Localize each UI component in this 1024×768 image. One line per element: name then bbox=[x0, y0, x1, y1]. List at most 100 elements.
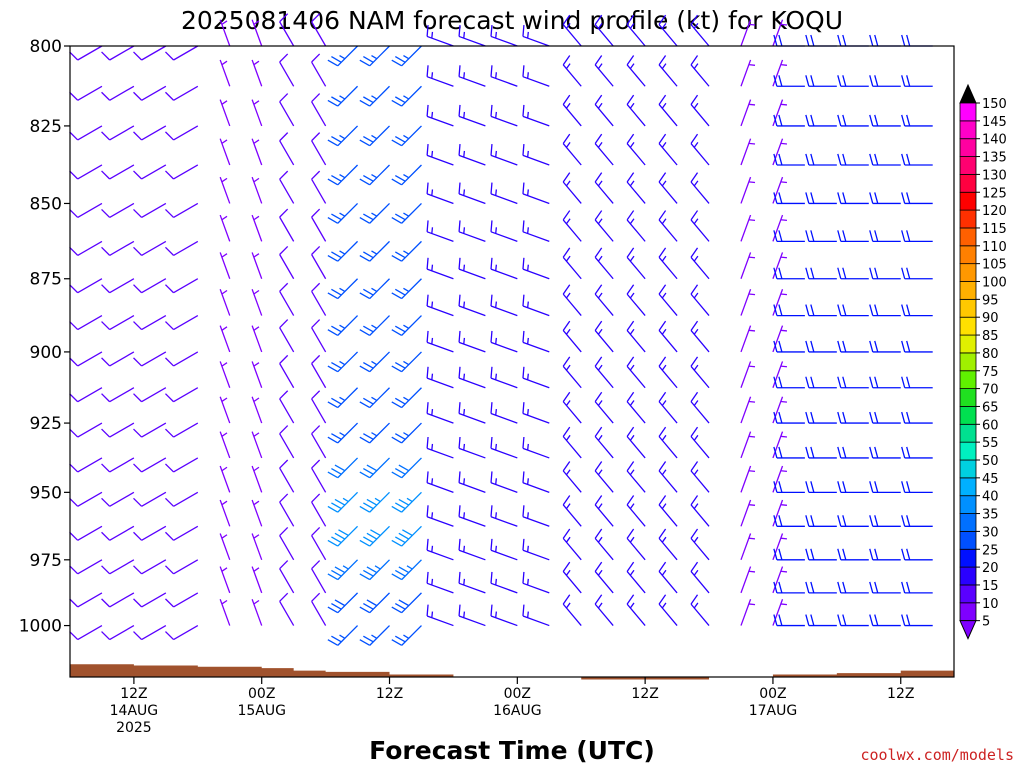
wind-barb bbox=[522, 505, 550, 527]
wind-barb bbox=[658, 561, 678, 594]
wind-barb bbox=[359, 202, 390, 224]
chart-title: 2025081406 NAM forecast wind profile (kt… bbox=[181, 6, 843, 35]
wind-barb bbox=[869, 481, 901, 493]
wind-barb bbox=[219, 465, 231, 493]
wind-barb bbox=[773, 376, 805, 389]
colorbar-swatch bbox=[959, 209, 977, 229]
wind-barb bbox=[594, 320, 614, 353]
wind-barb bbox=[522, 220, 550, 242]
wind-barb bbox=[772, 252, 788, 279]
colorbar-swatch bbox=[959, 566, 977, 586]
wind-barb bbox=[426, 104, 454, 127]
wind-barb bbox=[69, 592, 103, 608]
wind-barb bbox=[562, 426, 582, 459]
wind-barb bbox=[251, 361, 263, 388]
wind-barb bbox=[773, 446, 805, 459]
wind-barb bbox=[165, 457, 199, 473]
wind-barb bbox=[594, 594, 614, 626]
wind-barb bbox=[133, 592, 167, 608]
wind-barb bbox=[311, 425, 327, 459]
wind-barb bbox=[69, 315, 103, 331]
wind-barb bbox=[869, 230, 901, 243]
wind-barb bbox=[359, 164, 390, 186]
wind-barb bbox=[837, 446, 869, 459]
wind-barb bbox=[869, 376, 901, 389]
wind-barb bbox=[279, 425, 295, 459]
wind-barb bbox=[562, 94, 582, 127]
x-tick-label: 2025 bbox=[116, 720, 152, 736]
wind-barb bbox=[522, 294, 550, 317]
colorbar-label: 25 bbox=[982, 543, 999, 558]
wind-barb bbox=[426, 604, 454, 627]
wind-barb bbox=[658, 133, 678, 166]
credit-link[interactable]: coolwx.com/models bbox=[860, 746, 1014, 764]
wind-barb bbox=[594, 14, 614, 47]
wind-barb bbox=[165, 125, 199, 141]
wind-barb bbox=[869, 267, 901, 280]
wind-barb bbox=[805, 515, 837, 527]
wind-barb bbox=[869, 75, 901, 87]
wind-barb bbox=[522, 366, 550, 389]
wind-barb bbox=[101, 164, 135, 180]
wind-barb bbox=[219, 59, 231, 87]
wind-barb bbox=[658, 528, 678, 561]
wind-barb bbox=[658, 461, 678, 493]
wind-barb bbox=[311, 592, 327, 626]
wind-barb bbox=[490, 257, 518, 280]
wind-barb bbox=[391, 278, 422, 300]
wind-barb bbox=[490, 104, 518, 127]
wind-barb bbox=[359, 351, 390, 373]
wind-barb bbox=[251, 19, 263, 47]
colorbar-label: 130 bbox=[982, 168, 1007, 183]
wind-barb bbox=[391, 351, 422, 373]
colorbar-swatch bbox=[959, 548, 977, 568]
wind-barb bbox=[251, 289, 263, 316]
wind-barb bbox=[133, 85, 167, 101]
wind-barb bbox=[837, 411, 869, 424]
wind-barb bbox=[522, 257, 550, 280]
wind-barb bbox=[626, 561, 646, 594]
wind-barb bbox=[311, 53, 327, 87]
wind-barb bbox=[69, 457, 103, 473]
wind-barb bbox=[426, 294, 454, 317]
wind-barb bbox=[69, 625, 103, 641]
wind-barb bbox=[805, 481, 837, 493]
wind-barb bbox=[690, 561, 710, 594]
wind-barb bbox=[773, 614, 805, 627]
wind-barb bbox=[219, 533, 231, 561]
wind-barb bbox=[101, 202, 135, 219]
wind-barb bbox=[773, 153, 805, 166]
wind-barb bbox=[772, 396, 788, 424]
wind-barb bbox=[219, 361, 231, 388]
wind-barb bbox=[869, 34, 901, 47]
wind-barb bbox=[690, 495, 710, 527]
wind-barb bbox=[773, 230, 805, 243]
wind-barb bbox=[740, 533, 756, 561]
x-tick-label: 12Z bbox=[887, 686, 914, 702]
wind-barb bbox=[251, 325, 263, 353]
wind-barb bbox=[658, 94, 678, 127]
wind-barb bbox=[165, 164, 199, 180]
wind-barb bbox=[805, 340, 837, 353]
ground-area bbox=[70, 664, 954, 680]
y-tick-label: 825 bbox=[30, 117, 62, 137]
wind-barb bbox=[219, 138, 231, 166]
wind-barb bbox=[805, 153, 837, 166]
wind-barb bbox=[490, 25, 518, 47]
wind-barb bbox=[901, 340, 933, 353]
wind-barb bbox=[426, 471, 454, 493]
colorbar-label: 120 bbox=[982, 204, 1007, 219]
colorbar-label: 90 bbox=[982, 311, 999, 326]
wind-barb bbox=[458, 104, 486, 127]
wind-barb bbox=[426, 65, 454, 87]
colorbar-swatch bbox=[959, 298, 977, 318]
wind-barb bbox=[133, 278, 167, 294]
wind-barb bbox=[740, 599, 756, 626]
wind-barb bbox=[327, 491, 359, 513]
y-tick-label: 900 bbox=[30, 343, 62, 363]
wind-barb bbox=[327, 164, 359, 186]
wind-barb bbox=[562, 528, 582, 561]
wind-barb bbox=[690, 55, 710, 87]
wind-barb bbox=[740, 289, 756, 316]
